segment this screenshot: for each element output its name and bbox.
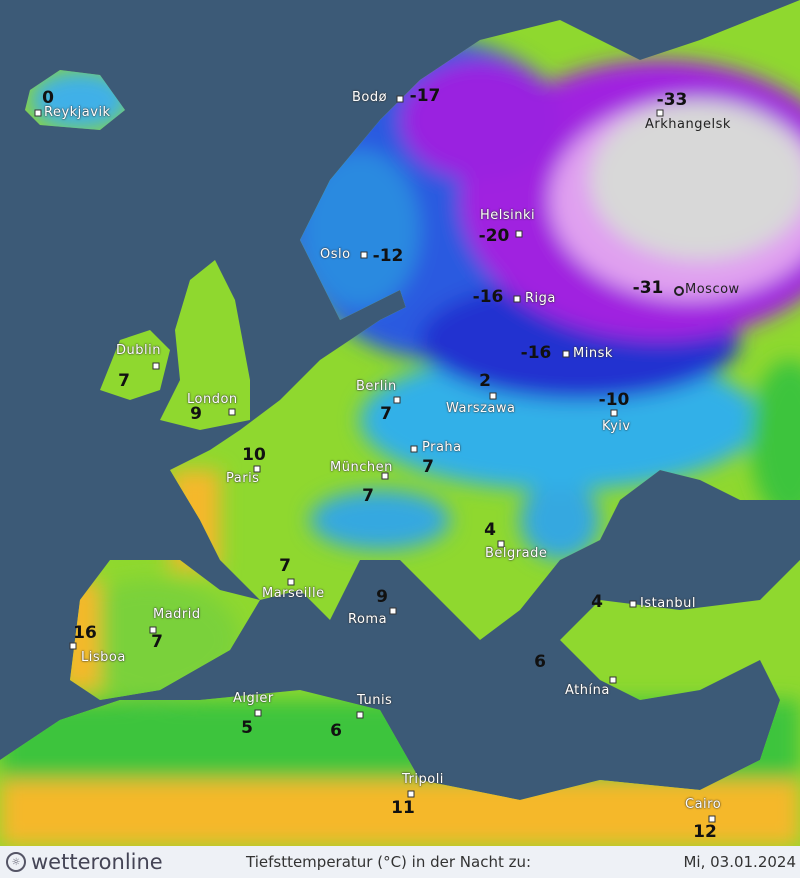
city-name: Moscow	[685, 282, 740, 297]
city-marker	[674, 286, 684, 296]
city-marker	[69, 642, 77, 650]
city-temperature: 4	[484, 520, 496, 540]
city-name: Algier	[233, 691, 274, 706]
temperature-map[interactable]	[0, 0, 800, 846]
city-name: Berlin	[356, 379, 397, 394]
city-name: Warszawa	[446, 401, 516, 416]
city-marker	[360, 251, 368, 259]
city-name: Minsk	[573, 346, 613, 361]
city-temperature: 7	[279, 556, 291, 576]
city-temperature: -16	[472, 287, 504, 307]
city-temperature: 4	[591, 592, 603, 612]
city-temperature: 7	[422, 457, 434, 477]
city-marker	[629, 600, 637, 608]
city-temperature: -17	[409, 86, 441, 106]
logo-text: wetteronline	[31, 850, 163, 874]
city-name: Reykjavik	[44, 105, 111, 120]
city-temperature: 6	[534, 652, 546, 672]
city-name: München	[330, 460, 393, 475]
city-marker	[396, 95, 404, 103]
city-temperature: 6	[330, 721, 342, 741]
city-marker	[656, 109, 664, 117]
city-marker	[497, 540, 505, 548]
city-marker	[152, 362, 160, 370]
city-name: Arkhangelsk	[645, 117, 731, 132]
city-temperature: 0	[42, 88, 54, 108]
city-marker	[34, 109, 42, 117]
city-name: Tripoli	[402, 772, 444, 787]
temperature-field	[0, 0, 800, 846]
city-marker	[407, 790, 415, 798]
map-caption: Tiefsttemperatur (°C) in der Nacht zu:	[246, 853, 532, 871]
city-marker	[381, 472, 389, 480]
city-temperature: 9	[376, 587, 388, 607]
sun-icon: ☼	[6, 852, 26, 872]
city-name: Cairo	[685, 797, 722, 812]
city-temperature: 7	[151, 632, 163, 652]
city-temperature: 2	[479, 371, 491, 391]
city-name: Roma	[348, 612, 388, 627]
city-name: Lisboa	[81, 650, 126, 665]
wetteronline-logo[interactable]: ☼ wetteronline	[6, 850, 234, 874]
city-name: Madrid	[153, 607, 201, 622]
city-temperature: -16	[520, 343, 552, 363]
city-marker	[610, 409, 618, 417]
city-marker	[356, 711, 364, 719]
city-marker	[287, 578, 295, 586]
city-name: Bodø	[352, 90, 388, 105]
city-temperature: 12	[693, 822, 717, 842]
city-name: Kyiv	[602, 419, 631, 434]
city-marker	[410, 445, 418, 453]
city-marker	[393, 396, 401, 404]
city-name: Praha	[422, 440, 462, 455]
city-temperature: 7	[362, 486, 374, 506]
city-temperature: 10	[242, 445, 266, 465]
city-temperature: -10	[598, 390, 630, 410]
city-temperature: 5	[241, 718, 253, 738]
forecast-date: Mi, 03.01.2024	[683, 853, 796, 871]
city-temperature: 7	[118, 371, 130, 391]
city-temperature: 9	[190, 404, 202, 424]
city-marker	[513, 295, 521, 303]
city-temperature: 11	[391, 798, 415, 818]
city-name: Riga	[525, 291, 556, 306]
city-temperature: 16	[73, 623, 97, 643]
city-marker	[708, 815, 716, 823]
city-marker	[253, 465, 261, 473]
city-temperature: -33	[656, 90, 688, 110]
city-temperature: -31	[632, 278, 664, 298]
city-marker	[254, 709, 262, 717]
city-marker	[515, 230, 523, 238]
city-name: Helsinki	[480, 208, 536, 223]
city-marker	[489, 392, 497, 400]
footer-bar: ☼ wetteronline Tiefsttemperatur (°C) in …	[0, 846, 800, 878]
city-name: London	[187, 392, 238, 407]
city-name: Belgrade	[485, 546, 548, 561]
city-name: Athína	[565, 683, 610, 698]
city-marker	[149, 626, 157, 634]
city-name: Paris	[226, 471, 260, 486]
city-marker	[389, 607, 397, 615]
city-marker	[609, 676, 617, 684]
city-temperature: -20	[478, 226, 510, 246]
city-marker	[228, 408, 236, 416]
city-temperature: 7	[380, 404, 392, 424]
city-marker	[562, 350, 570, 358]
city-temperature: -12	[372, 246, 404, 266]
city-name: Marseille	[262, 586, 325, 601]
city-name: Tunis	[357, 693, 393, 708]
city-name: Oslo	[320, 247, 351, 262]
city-name: Dublin	[116, 343, 161, 358]
city-name: Istanbul	[640, 596, 697, 611]
